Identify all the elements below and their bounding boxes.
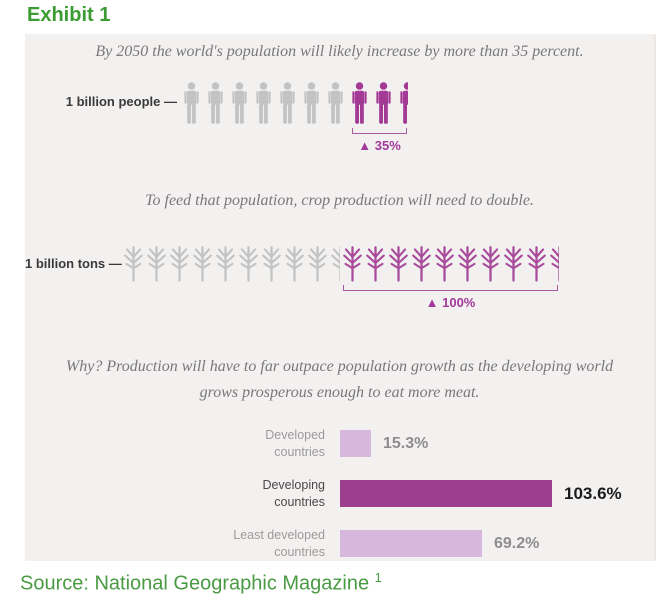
person-icon bbox=[327, 81, 344, 125]
source-footnote-number: 1 bbox=[374, 570, 382, 585]
population-base-icons bbox=[183, 81, 344, 125]
person-icon bbox=[279, 81, 296, 125]
half-wheat-icon bbox=[330, 244, 340, 282]
person-icon bbox=[207, 81, 224, 125]
bar-developing bbox=[340, 480, 552, 507]
wheat-icon bbox=[342, 244, 363, 282]
bar-label-developed: Developed countries bbox=[265, 428, 325, 459]
half-person-icon bbox=[399, 81, 408, 125]
meat-bar-chart: Developed countries 15.3% Developing cou… bbox=[25, 428, 654, 580]
wheat-icon bbox=[365, 244, 386, 282]
person-icon bbox=[351, 81, 368, 125]
population-increase-label: ▲ 35% bbox=[358, 138, 401, 153]
crops-increase-bracket bbox=[343, 285, 558, 291]
wheat-icon bbox=[261, 244, 282, 282]
bar-value-developing: 103.6% bbox=[564, 483, 622, 503]
meat-caption-line2: grows prosperous enough to eat more meat… bbox=[199, 384, 480, 401]
source-citation: Source: National Geographic Magazine 1 bbox=[20, 570, 382, 596]
wheat-icon bbox=[123, 244, 144, 282]
wheat-icon bbox=[549, 244, 559, 282]
wheat-icon bbox=[169, 244, 190, 282]
source-text: Source: National Geographic Magazine bbox=[20, 572, 370, 595]
infographic-panel: By 2050 the world's population will like… bbox=[25, 34, 656, 561]
population-pictograph-row: 1 billion people — ▲ 35% bbox=[25, 81, 654, 153]
bar-row-least-developed: Least developed countries 69.2% bbox=[25, 528, 654, 559]
wheat-icon bbox=[238, 244, 259, 282]
population-caption: By 2050 the world's population will like… bbox=[95, 43, 584, 60]
population-unit-label: 1 billion people — bbox=[65, 94, 177, 109]
wheat-icon bbox=[284, 244, 305, 282]
meat-caption-line1: Why? Production will have to far outpace… bbox=[65, 358, 614, 375]
bar-value-developed: 15.3% bbox=[383, 434, 429, 452]
wheat-icon bbox=[434, 244, 455, 282]
meat-caption: Why? Production will have to far outpace… bbox=[25, 354, 654, 406]
crops-caption: To feed that population, crop production… bbox=[145, 192, 534, 209]
person-icon bbox=[399, 81, 408, 125]
person-icon bbox=[231, 81, 248, 125]
crops-increase-icons: ▲ 100% bbox=[342, 244, 559, 310]
wheat-icon bbox=[388, 244, 409, 282]
bar-value-least-developed: 69.2% bbox=[494, 534, 540, 552]
wheat-icon bbox=[457, 244, 478, 282]
exhibit-heading: Exhibit 1 bbox=[27, 4, 111, 26]
person-icon bbox=[183, 81, 200, 125]
wheat-icon bbox=[192, 244, 213, 282]
population-increase-icons: ▲ 35% bbox=[351, 81, 408, 153]
wheat-icon bbox=[330, 244, 340, 282]
person-icon bbox=[375, 81, 392, 125]
wheat-icon bbox=[411, 244, 432, 282]
wheat-icon bbox=[307, 244, 328, 282]
half-wheat-icon bbox=[549, 244, 559, 282]
crops-increase-label: ▲ 100% bbox=[425, 295, 476, 310]
bar-least-developed bbox=[340, 530, 482, 557]
crops-unit-label: 1 billion tons — bbox=[25, 256, 122, 271]
wheat-icon bbox=[215, 244, 236, 282]
crops-base-icons bbox=[123, 244, 340, 282]
wheat-icon bbox=[480, 244, 501, 282]
person-icon bbox=[303, 81, 320, 125]
crops-pictograph-row: 1 billion tons — ▲ 100% bbox=[25, 244, 654, 310]
bar-label-developing: Developing countries bbox=[262, 478, 325, 509]
wheat-icon bbox=[146, 244, 167, 282]
bar-row-developing: Developing countries 103.6% bbox=[25, 478, 654, 509]
wheat-icon bbox=[503, 244, 524, 282]
wheat-icon bbox=[526, 244, 547, 282]
person-icon bbox=[255, 81, 272, 125]
bar-label-least-developed: Least developed countries bbox=[233, 528, 325, 559]
bar-row-developed: Developed countries 15.3% bbox=[25, 428, 654, 459]
bar-developed bbox=[340, 430, 371, 457]
population-increase-bracket bbox=[352, 128, 407, 134]
